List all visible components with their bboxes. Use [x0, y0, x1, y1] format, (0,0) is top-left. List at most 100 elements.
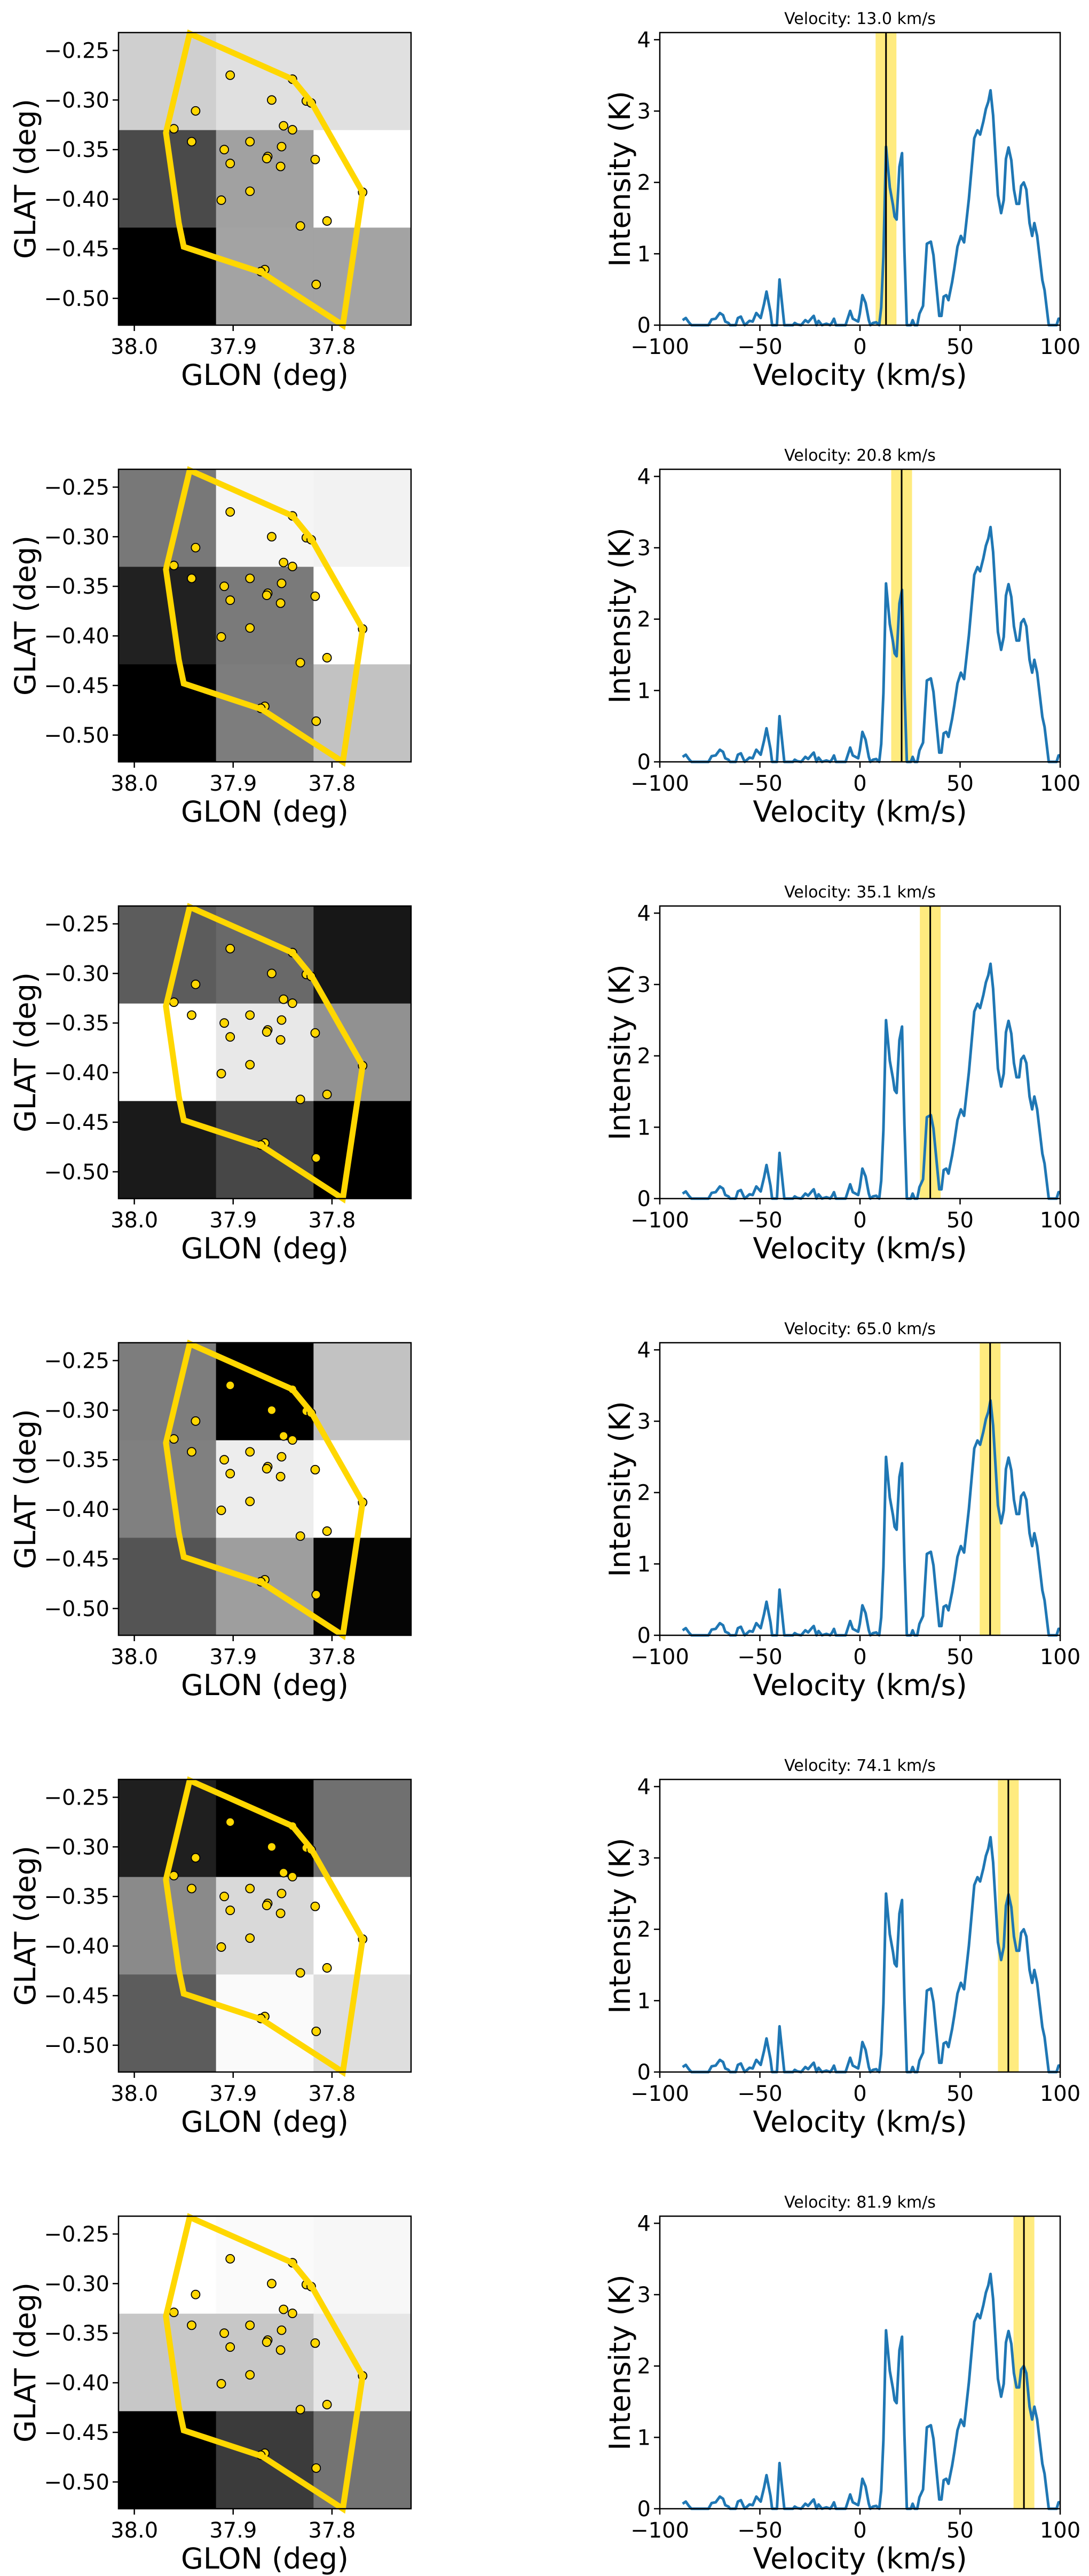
y-tick-label: −0.45 — [44, 2421, 109, 2445]
source-point — [245, 623, 255, 633]
x-tick-label: 37.9 — [209, 1208, 257, 1233]
source-point — [225, 2342, 235, 2352]
y-axis-label: GLAT (deg) — [9, 1846, 42, 2006]
figure-row: 38.0 37.9 37.8 −0.25 −0.30 −0.35 −0.40 −0.45 −0.… — [9, 10, 1080, 392]
spectrum-axes-frame — [659, 31, 1061, 326]
x-tick-label: 37.9 — [209, 1645, 257, 1669]
spectrum-panel: −100 −50 0 50 100 0 1 2 3 4 Velocity (km/s) Intensi… — [603, 446, 1080, 829]
source-point — [169, 1434, 179, 1444]
x-axis-label: Velocity (km/s) — [753, 795, 967, 829]
source-point — [169, 1871, 179, 1881]
y-axis-label: Intensity (K) — [603, 2274, 637, 2451]
map-pixel — [313, 906, 412, 1004]
y-tick-label: −0.50 — [44, 2034, 109, 2058]
x-axis-label: Velocity (km/s) — [753, 1232, 967, 1265]
map-pixel — [216, 1877, 314, 1975]
map-axes-frame — [117, 31, 412, 326]
region-polygon — [163, 903, 366, 1204]
x-tick-label: 0 — [853, 771, 866, 796]
y-tick-label: 1 — [637, 2425, 651, 2450]
source-point — [322, 2400, 332, 2409]
region-polygon — [163, 1776, 366, 2077]
figure-row: 38.0 37.9 37.8 −0.25 −0.30 −0.35 −0.40 −0.45 −0.… — [9, 1320, 1080, 1702]
x-tick-label: −50 — [737, 1208, 782, 1233]
y-tick-label: 1 — [637, 679, 651, 703]
y-tick-label: −0.40 — [44, 624, 109, 649]
x-tick-label: 37.8 — [308, 1645, 356, 1669]
x-tick-label: 100 — [1040, 1645, 1080, 1669]
source-point — [169, 997, 179, 1007]
source-point — [275, 2345, 286, 2355]
x-tick-label: 37.9 — [209, 2082, 257, 2106]
y-tick-label: −0.50 — [44, 1597, 109, 1621]
x-tick-label: 37.8 — [308, 2518, 356, 2543]
y-axis-label: Intensity (K) — [603, 91, 637, 267]
figure-row: 38.0 37.9 37.8 −0.25 −0.30 −0.35 −0.40 −0.45 −0.… — [9, 2193, 1080, 2575]
source-point — [279, 1431, 289, 1441]
source-point — [191, 1416, 201, 1426]
map-pixel — [119, 2411, 217, 2509]
y-tick-label: −0.25 — [44, 1785, 109, 1810]
map-axes-frame — [117, 1778, 412, 2073]
map-pixel — [216, 1440, 314, 1538]
source-point — [287, 562, 297, 571]
map-pixel — [119, 1974, 217, 2073]
spectrum-panel: −100 −50 0 50 100 0 1 2 3 4 Velocity (km/s) Intensi… — [603, 10, 1080, 392]
y-tick-label: −0.40 — [44, 1061, 109, 1085]
x-axis-label: Velocity (km/s) — [753, 2542, 967, 2575]
source-point — [219, 145, 229, 155]
source-point — [322, 653, 332, 663]
map-pixel — [313, 1779, 412, 1878]
x-tick-label: 50 — [946, 771, 974, 796]
source-point — [277, 1888, 287, 1898]
y-tick-label: −0.45 — [44, 237, 109, 262]
source-point — [310, 2338, 320, 2348]
map-pixel — [119, 664, 217, 762]
x-axis-label: GLON (deg) — [181, 1668, 349, 1702]
source-point — [295, 1968, 305, 1978]
x-tick-label: −100 — [630, 771, 689, 796]
source-point — [310, 1028, 320, 1038]
x-tick-label: 50 — [946, 2082, 974, 2106]
y-tick-label: 2 — [637, 2354, 651, 2379]
x-tick-label: 38.0 — [111, 335, 158, 359]
map-pixel — [313, 227, 412, 326]
source-point — [169, 561, 179, 571]
source-point — [311, 279, 321, 289]
source-point — [310, 1901, 320, 1911]
source-point — [225, 1905, 235, 1916]
map-axes-frame — [117, 905, 412, 1200]
x-tick-label: 100 — [1040, 1208, 1080, 1233]
source-point — [279, 557, 289, 568]
map-pixel — [313, 2216, 412, 2314]
source-point — [169, 124, 179, 134]
y-tick-label: 1 — [637, 1989, 651, 2013]
map-pixel — [313, 664, 412, 762]
source-point — [191, 542, 201, 553]
source-point — [245, 1933, 255, 1943]
y-tick-label: −0.35 — [44, 138, 109, 162]
y-tick-label: −0.40 — [44, 1498, 109, 1522]
source-point — [311, 1589, 321, 1600]
source-point — [225, 943, 235, 954]
map-pixel — [216, 1343, 314, 1441]
source-point — [219, 581, 229, 592]
y-axis-label: Intensity (K) — [603, 1838, 637, 2014]
source-point — [187, 1447, 196, 1457]
source-point — [225, 1380, 235, 1390]
source-point — [225, 1817, 235, 1827]
source-point — [216, 1506, 226, 1515]
x-axis-label: GLON (deg) — [181, 1232, 349, 1265]
source-point — [277, 141, 287, 152]
x-tick-label: 38.0 — [111, 1208, 158, 1233]
map-pixel — [216, 33, 314, 131]
spectrum-axes-frame — [659, 905, 1061, 1200]
map-pixel — [313, 2411, 412, 2509]
source-point — [277, 1452, 287, 1462]
source-point — [279, 1868, 289, 1878]
y-tick-label: 0 — [637, 2497, 651, 2522]
source-point — [267, 532, 277, 542]
source-point — [187, 1884, 196, 1894]
source-point — [245, 1010, 255, 1020]
source-point — [187, 573, 196, 584]
